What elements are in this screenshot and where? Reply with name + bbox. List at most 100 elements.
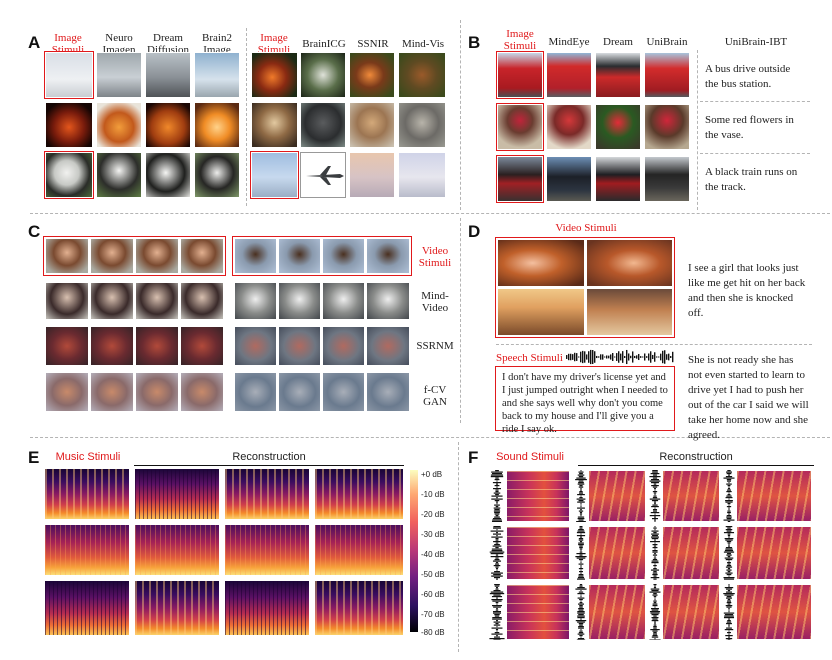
divider-ef [458, 442, 459, 652]
a-frame-plane2 [250, 151, 299, 199]
a-img-plane-stimulus [45, 52, 93, 98]
a-img-fish-ssnir [349, 52, 395, 98]
b-caption-bus: A bus drive outside the bus station. [705, 63, 791, 90]
c-img-mindvideo-bird-1 [234, 282, 277, 320]
b-img-flowers-unibrain [644, 104, 690, 150]
d-img-girl-1 [497, 239, 585, 287]
c-img-fcvgan-bird-2 [278, 372, 321, 412]
b-img-bus-stimulus [497, 52, 543, 98]
a-img-plane-neuroimagen [96, 52, 142, 98]
c-img-ssrnm-woman-1 [45, 326, 89, 366]
c-img-eagle-2 [278, 238, 321, 274]
c-img-woman-3 [135, 238, 179, 274]
b-frame-bus [496, 51, 544, 99]
a-img-plane2-stimulus [251, 152, 298, 198]
a-img-fish-brainicg [300, 52, 346, 98]
c-img-fcvgan-woman-2 [90, 372, 134, 412]
panel-label-c: C [28, 222, 41, 241]
d-frame-video [495, 237, 675, 338]
divider-a-inner [246, 28, 247, 206]
a-img-panda-stimulus [45, 152, 93, 198]
panel-label-f: F [468, 448, 479, 467]
b-caption-flowers: Some red flowers in the vase. [705, 114, 794, 141]
divider-row1 [30, 213, 830, 214]
c-img-mindvideo-woman-1 [45, 282, 89, 320]
d-speech-textbox: I don't have my driver's license yet and… [495, 366, 675, 435]
a-img-fish-mindvis [398, 52, 446, 98]
a-img-panda-neuroimagen [96, 152, 142, 198]
e-rule [134, 465, 404, 466]
b-img-bus-dream [595, 52, 641, 98]
a-img-owl-mindvis [398, 102, 446, 148]
e-cbar-tick-2: -20 dB [421, 510, 445, 519]
d-video-title: Video Stimuli [555, 222, 617, 234]
e-cbar-tick-8: -80 dB [421, 628, 445, 637]
f-spec-r3-rec2 [662, 584, 720, 640]
f-spec-r3-stimulus [506, 584, 570, 640]
a-img-panda-brain2image [194, 152, 240, 198]
a-img-pumpkin-stimulus [45, 102, 93, 148]
f-spec-r2-stimulus [506, 526, 570, 580]
b-divider-captions [697, 50, 698, 210]
divider-ab [460, 20, 461, 210]
b-img-train-dream [595, 156, 641, 202]
c-img-ssrnm-woman-2 [90, 326, 134, 366]
c-img-mindvideo-bird-4 [366, 282, 410, 320]
c-label-ssrnm: SSRNM [416, 340, 454, 352]
c-img-mindvideo-woman-4 [180, 282, 224, 320]
f-spec-r3-rec1 [588, 584, 646, 640]
c-img-fcvgan-woman-4 [180, 372, 224, 412]
c-img-fcvgan-bird-3 [322, 372, 365, 412]
f-wave-r2-rec2 [650, 526, 660, 580]
c-img-fcvgan-woman-3 [135, 372, 179, 412]
a-frame-panda [44, 151, 94, 199]
d-img-girl-2 [586, 239, 673, 287]
e-spec-r1-rec2 [224, 468, 310, 520]
a-img-owl-ssnir [349, 102, 395, 148]
e-cbar-tick-0: +0 dB [421, 470, 443, 479]
f-wave-r1-rec1 [575, 470, 587, 522]
a-img-pumpkin-neuroimagen [96, 102, 142, 148]
b-img-train-unibrain [644, 156, 690, 202]
a-img-plane-dreamdiffusion [145, 52, 191, 98]
f-spec-r1-stimulus [506, 470, 570, 522]
a-img-plane2-ssnir [349, 152, 395, 198]
b-img-flowers-dream [595, 104, 641, 150]
c-img-ssrnm-woman-3 [135, 326, 179, 366]
c-label-mindvideo: Mind-Video [421, 290, 449, 314]
a-img-panda-dreamdiffusion [145, 152, 191, 198]
c-img-woman-1 [45, 238, 89, 274]
c-img-ssrnm-woman-4 [180, 326, 224, 366]
b-header-stimuli: Image Stimuli [503, 28, 537, 52]
b-img-flowers-stimulus [497, 104, 543, 150]
panel-label-e: E [28, 448, 40, 467]
e-spec-r1-stimulus [44, 468, 130, 520]
f-title-sound: Sound Stimuli [496, 451, 564, 463]
f-wave-r1-rec2 [649, 470, 661, 522]
d-video-caption: I see a girl that looks just like me get… [688, 262, 806, 319]
f-spec-r2-rec1 [588, 526, 646, 580]
c-img-woman-2 [90, 238, 134, 274]
b-img-flowers-mindeye [546, 104, 592, 150]
b-header-unibrain: UniBrain [646, 36, 688, 48]
e-cbar-tick-3: -30 dB [421, 530, 445, 539]
d-img-fall-2 [586, 288, 673, 336]
b-header-mindeye: MindEye [548, 36, 590, 48]
c-img-fcvgan-woman-1 [45, 372, 89, 412]
f-spec-r1-rec2 [662, 470, 720, 522]
a-img-pumpkin-dreamdiffusion [145, 102, 191, 148]
f-wave-r3-rec3 [723, 584, 735, 640]
b-img-train-mindeye [546, 156, 592, 202]
f-wave-r3-rec2 [649, 584, 661, 640]
c-img-eagle-1 [234, 238, 277, 274]
b-frame-flowers [496, 103, 544, 151]
e-spec-r3-rec3 [314, 580, 404, 636]
d-speech-waveform [566, 349, 674, 365]
f-spec-r1-rec1 [588, 470, 646, 522]
c-label-fcvgan: f-CV GAN [423, 384, 447, 408]
e-cbar-tick-7: -70 dB [421, 610, 445, 619]
e-cbar-tick-6: -60 dB [421, 590, 445, 599]
e-spec-r2-rec3 [314, 524, 404, 576]
f-spec-r2-rec2 [662, 526, 720, 580]
b-img-bus-mindeye [546, 52, 592, 98]
